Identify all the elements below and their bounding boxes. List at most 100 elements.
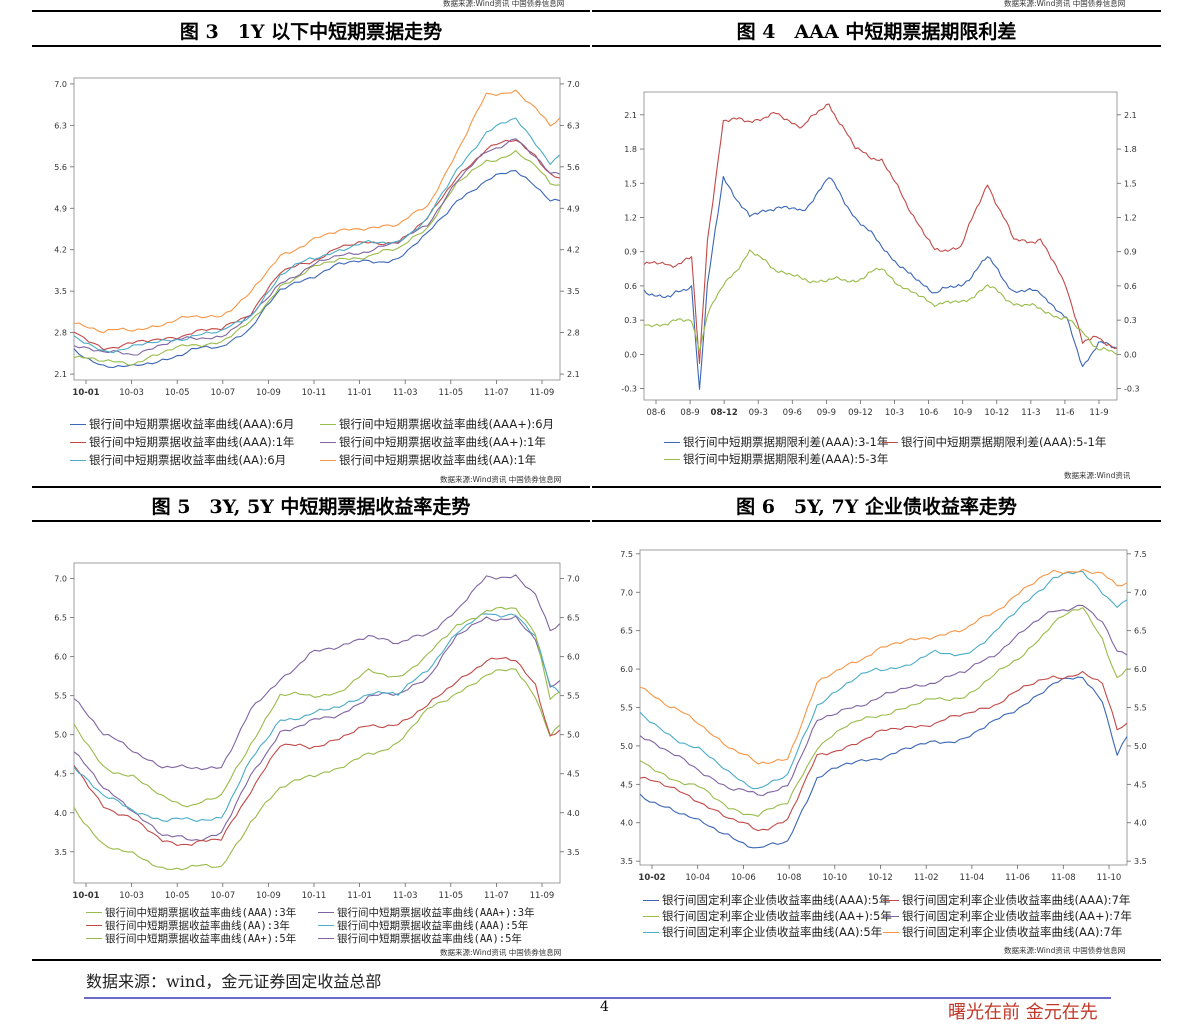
mid-rule-right: [592, 486, 1161, 488]
y-tick-label: 6.0: [54, 653, 67, 662]
series-line: [73, 139, 561, 351]
y-tick-label: 1.5: [1124, 179, 1137, 188]
y-tick-label: 3.5: [620, 857, 633, 866]
y-tick-label: 4.9: [54, 204, 67, 213]
series-line: [73, 613, 561, 823]
series-line: [73, 89, 561, 334]
y-tick-label: 5.0: [54, 731, 67, 740]
footer-slogan: 曙光在前 金元在先: [948, 1002, 1098, 1023]
legend-item: 银行间中短期票据收益率曲线(AAA):1年: [70, 434, 294, 450]
x-tick-label: 10-04: [685, 873, 710, 883]
y-tick-label: 7.0: [620, 588, 633, 597]
x-tick-label: 08-9: [680, 408, 699, 418]
x-tick-label: 11-03: [393, 891, 418, 900]
footer-divider: [84, 997, 1111, 999]
y-tick-label: 2.8: [567, 329, 580, 338]
y-tick-label: 4.5: [620, 780, 633, 789]
legend-item: 银行间固定利率企业债收益率曲线(AA+):5年: [643, 908, 892, 924]
y-tick-label: 6.0: [620, 665, 633, 674]
legend-item: 银行间中短期票据收益率曲线(AAA):5年: [318, 918, 528, 933]
fig4-title: 图 4 AAA 中短期票据期限利差: [736, 21, 1017, 43]
plot-frame: [639, 549, 1128, 866]
series-line: [73, 657, 561, 847]
x-tick-label: 08-12: [711, 408, 738, 418]
y-tick-label: 5.6: [54, 163, 67, 172]
fig4-source: 数据来源:Wind资讯: [1064, 471, 1131, 480]
y-tick-label: 0.6: [624, 282, 637, 291]
fig6-chart: 3.5 3.5 4.0 4.0 4.5 4.5 5.0 5.0 5.5 5.5 6.0 6.0 6.5 6…: [620, 549, 1147, 883]
series-line: [73, 138, 561, 356]
series-line: [643, 103, 1118, 365]
series-line: [639, 607, 1128, 817]
x-tick-label: 10-07: [210, 891, 235, 900]
fig6-title-rule: [592, 520, 1161, 522]
x-tick-label: 10-02: [638, 873, 665, 883]
x-tick-label: 10-07: [210, 388, 235, 398]
fig3-title: 图 3 1Y 以下中短期票据走势: [179, 21, 443, 43]
y-tick-label: 0.3: [624, 316, 637, 325]
y-tick-label: 7.0: [54, 575, 67, 584]
x-tick-label: 10-11: [302, 891, 327, 900]
y-tick-label: -0.3: [1124, 385, 1140, 394]
y-tick-label: 5.0: [1134, 742, 1147, 751]
top-source-left: 数据来源:Wind资讯 中国债券信息网: [443, 0, 565, 8]
y-tick-label: 3.5: [54, 848, 67, 857]
series-line: [643, 249, 1118, 355]
legend-item: 银行间中短期票据收益率曲线(AA):3年: [86, 918, 290, 933]
x-tick-label: 11-08: [1051, 873, 1076, 883]
y-tick-label: 5.5: [1134, 704, 1147, 713]
y-tick-label: 3.5: [567, 848, 580, 857]
x-tick-label: 10-12: [868, 873, 893, 883]
series-line: [639, 604, 1128, 797]
series-line: [73, 117, 561, 354]
y-tick-label: 5.0: [567, 731, 580, 740]
legend-label: 银行间中短期票据收益率曲线(AAA):1年: [89, 435, 295, 449]
plot-frame: [73, 77, 561, 381]
x-tick-label: 10-05: [165, 388, 190, 398]
x-tick-label: 09-9: [817, 408, 836, 418]
y-tick-label: 5.0: [620, 742, 633, 751]
legend-label: 银行间中短期票据收益率曲线(AAA+):3年: [337, 907, 535, 919]
legend-label: 银行间中短期票据收益率曲线(AA+):5年: [105, 933, 297, 945]
series-line: [639, 676, 1128, 849]
x-tick-label: 11-6: [1055, 408, 1074, 418]
legend-label: 银行间中短期票据收益率曲线(AA):6月: [89, 453, 287, 467]
x-tick-label: 10-05: [165, 891, 190, 900]
y-tick-label: 2.1: [1124, 111, 1137, 120]
footer-source: 数据来源：wind，金元证券固定收益总部: [86, 972, 382, 991]
x-tick-label: 10-3: [885, 408, 904, 418]
x-tick-label: 09-6: [783, 408, 802, 418]
legend-label: 银行间固定利率企业债收益率曲线(AA):5年: [662, 925, 883, 939]
series-line: [643, 175, 1118, 390]
fig6-source: 数据来源:Wind资讯 中国债券信息网: [1004, 946, 1126, 955]
x-tick-label: 10-12: [984, 408, 1009, 418]
top-source-right: 数据来源:Wind资讯 中国债券信息网: [1004, 0, 1126, 8]
y-tick-label: 7.0: [567, 80, 580, 89]
x-tick-label: 10-08: [777, 873, 802, 883]
legend-item: 银行间中短期票据收益率曲线(AA+):1年: [320, 434, 546, 450]
plot-frame: [643, 91, 1118, 401]
legend-label: 银行间固定利率企业债收益率曲线(AA):7年: [902, 925, 1123, 939]
y-tick-label: 6.3: [54, 121, 67, 130]
legend-label: 银行间中短期票据期限利差(AAA):5-1年: [901, 435, 1107, 449]
legend-item: 银行间固定利率企业债收益率曲线(AAA):7年: [883, 892, 1130, 908]
legend-label: 银行间中短期票据期限利差(AAA):3-1年: [683, 435, 889, 449]
y-tick-label: 3.5: [567, 287, 580, 296]
legend-label: 银行间中短期票据收益率曲线(AAA):6月: [89, 417, 295, 431]
legend-item: 银行间中短期票据收益率曲线(AA+):5年: [86, 931, 296, 946]
fig4-chart: -0.3 -0.3 0.0 0.0 0.3 0.3 0.6 0.6 0.9 0.9 1.2 1.2 1.…: [621, 91, 1140, 418]
series-line: [639, 670, 1128, 832]
x-tick-label: 11-01: [347, 388, 372, 398]
x-tick-label: 08-6: [646, 408, 665, 418]
legend-label: 银行间中短期票据收益率曲线(AA):1年: [339, 453, 537, 467]
top-rule-left: [32, 10, 590, 12]
x-tick-label: 11-05: [438, 891, 463, 900]
legend-label: 银行间中短期票据收益率曲线(AA+):1年: [339, 435, 546, 449]
top-rule-right: [592, 10, 1161, 12]
x-tick-label: 10-06: [731, 873, 756, 883]
y-tick-label: 0.3: [1124, 316, 1137, 325]
legend-item: 银行间固定利率企业债收益率曲线(AA):7年: [883, 924, 1122, 940]
y-tick-label: 6.5: [54, 614, 67, 623]
fig4-title-rule: [592, 45, 1161, 47]
legend-label: 银行间固定利率企业债收益率曲线(AA+):7年: [902, 909, 1132, 923]
